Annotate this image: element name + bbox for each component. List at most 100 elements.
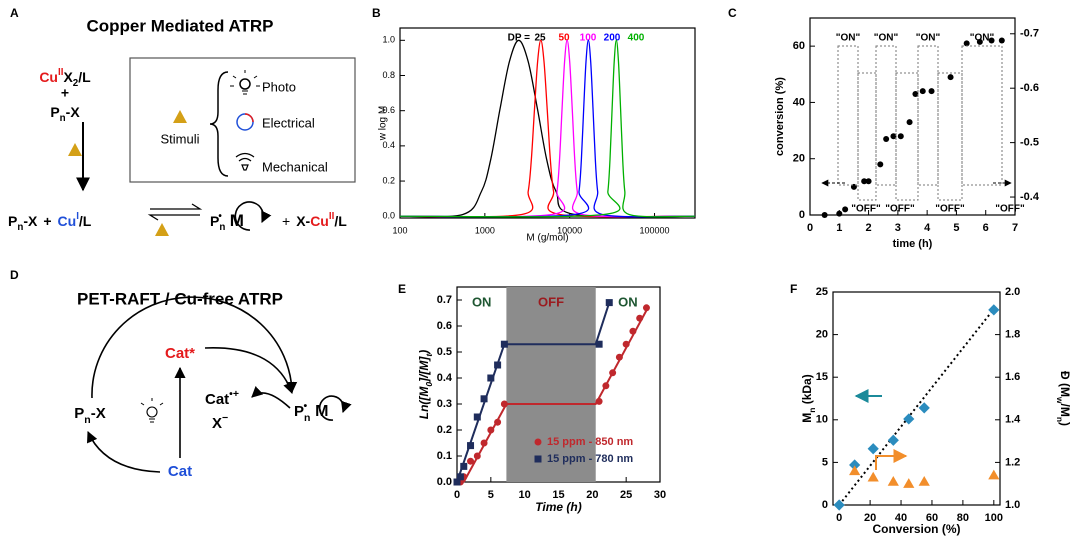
dormant-species-part: + (43, 213, 51, 229)
marker (605, 299, 613, 307)
legend-label: 200 (604, 33, 621, 44)
x-axis-label: Conversion (%) (872, 522, 960, 536)
marker (849, 459, 861, 471)
marker (622, 340, 630, 348)
oxidation-arc (251, 386, 291, 409)
marker (947, 74, 954, 81)
y-tick-label: 10 (816, 414, 828, 426)
legend-title: DP = (508, 33, 530, 44)
marker (460, 462, 468, 470)
active-species-part: P (210, 213, 219, 229)
deactivator-part: Cu (310, 213, 329, 229)
y-axis-label-part: (kDa) (800, 374, 814, 407)
phase-label: ON (472, 294, 492, 309)
bulb-rays (230, 70, 260, 95)
bulb-rays (140, 398, 164, 423)
y-tick-label: 0.6 (437, 320, 452, 332)
marker (887, 434, 899, 446)
marker (918, 402, 930, 414)
x-tick-label: 100 (985, 512, 1003, 524)
active-species-part: P (294, 403, 304, 420)
y-axis-label-part: t (424, 353, 434, 357)
y-axis-label-part: 0 (424, 382, 434, 387)
off-period-box (895, 72, 919, 201)
y-tick-label: 15 (816, 371, 828, 383)
marker (903, 413, 915, 425)
y-tick-label: 1.0 (382, 35, 395, 45)
dormant-species-part: n (17, 222, 23, 233)
on-label: "ON" (916, 33, 941, 44)
dormant-species-part: Cu (58, 213, 77, 229)
x-tick-label: 0 (836, 512, 842, 524)
legend-label: 100 (580, 33, 597, 44)
on-label: "ON" (874, 33, 899, 44)
active-species: Pn• M (294, 400, 328, 424)
curve (399, 39, 696, 218)
y-tick-label: 0.7 (437, 294, 452, 306)
mechanical-icon (235, 152, 255, 171)
x-tick-label: 40 (895, 512, 907, 524)
counter-ion-part: − (222, 412, 228, 424)
stimulus-triangle (173, 110, 187, 123)
y2-axis-label: Đ (Mw/Mn) (1055, 371, 1072, 426)
stimulus-type: Mechanical (262, 159, 328, 174)
panel-letter: A (10, 6, 19, 20)
x-tick-label: 25 (620, 489, 632, 501)
on-period-box (917, 45, 939, 186)
x-tick-label: 0 (807, 222, 813, 234)
x-tick-label: 5 (953, 222, 959, 234)
x-tick-label: 2 (866, 222, 872, 234)
electrical-icon-arc (244, 113, 254, 123)
y2-tick-label: 2.0 (1005, 286, 1020, 298)
marker (500, 340, 508, 348)
plot-frame (399, 27, 696, 219)
marker (480, 395, 488, 403)
x-tick-label: 10 (519, 489, 531, 501)
stimulus-triangle (68, 143, 82, 156)
legend-marker (534, 455, 542, 463)
active-species-part: • (218, 211, 222, 222)
panel-a-shapes (76, 57, 356, 231)
marker (842, 206, 849, 213)
active-species-part: n (219, 222, 225, 233)
marker (906, 119, 913, 126)
excited-arc (204, 347, 294, 395)
y-tick-label: 0 (799, 209, 805, 221)
marker (988, 304, 1000, 316)
ground-catalyst: Cat (168, 463, 192, 480)
y-axis-label: Mn (kDa) (800, 374, 817, 422)
marker (636, 314, 644, 322)
on-period-box (961, 45, 1003, 186)
y-axis-label-part: Ln([M (417, 386, 431, 420)
plot-frame (832, 291, 1001, 506)
marker (890, 133, 897, 140)
y-tick-label: 0.8 (382, 70, 395, 80)
marker (887, 475, 899, 486)
bulb-icon (146, 406, 158, 418)
marker (467, 457, 475, 465)
initiator-part: -X (66, 104, 81, 120)
counter-ion: X− (212, 412, 228, 432)
marker (976, 38, 983, 45)
marker (494, 418, 502, 426)
y-axis-label-part: ) (417, 350, 431, 356)
deactivator-part: X- (296, 213, 310, 229)
cycle-arc-bottom (87, 430, 161, 473)
catalyst: CuIIX2/L (39, 67, 91, 89)
stimuli-label: Stimuli (160, 131, 199, 146)
marker (988, 37, 995, 44)
marker (833, 499, 845, 511)
bulb-icon (239, 78, 251, 90)
y-tick-label: 0.2 (382, 175, 395, 185)
backward-arrow (147, 214, 200, 221)
y2-tick-label: -0.4 (1020, 191, 1040, 203)
deactivator-part: /L (334, 213, 347, 229)
legend-label: 25 (534, 33, 546, 44)
deactivator: + X-CuII/L (282, 211, 347, 229)
marker (919, 88, 926, 95)
x-tick-label: 20 (586, 489, 598, 501)
marker (473, 452, 481, 460)
y-axis-label: conversion (%) (774, 77, 786, 156)
y-tick-label: 0.4 (382, 140, 395, 150)
